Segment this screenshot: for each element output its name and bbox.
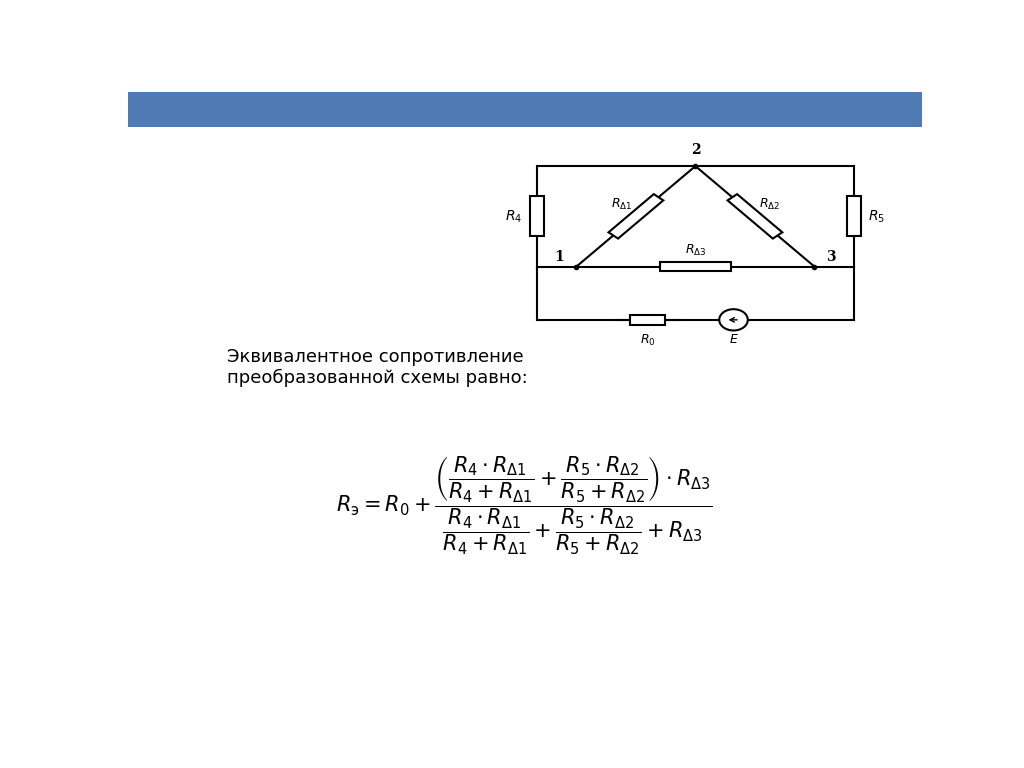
Polygon shape [659, 262, 731, 271]
Circle shape [719, 310, 748, 330]
Text: 2: 2 [690, 143, 700, 157]
Text: $R_{\Delta 1}$: $R_{\Delta 1}$ [610, 197, 632, 212]
Text: $R_{\mathsf{э}} = R_0 + \dfrac{\left(\dfrac{R_4 \cdot R_{\Delta1}}{R_4 + R_{\Del: $R_{\mathsf{э}} = R_0 + \dfrac{\left(\df… [337, 455, 713, 558]
Text: $R_0$: $R_0$ [640, 333, 655, 348]
Text: $R_{\Delta 3}$: $R_{\Delta 3}$ [685, 243, 707, 258]
Bar [128, 92, 922, 127]
Polygon shape [631, 315, 666, 325]
Text: $R_{\Delta 2}$: $R_{\Delta 2}$ [759, 197, 780, 212]
Polygon shape [608, 194, 664, 239]
Text: Эквивалентное сопротивление
преобразованной схемы равно:: Эквивалентное сопротивление преобразован… [227, 348, 528, 387]
Text: $E$: $E$ [729, 333, 738, 346]
Bar [847, 197, 861, 237]
Text: 3: 3 [826, 250, 836, 263]
Polygon shape [728, 194, 782, 239]
Bar [529, 197, 544, 237]
Text: $R_4$: $R_4$ [505, 208, 522, 224]
Text: 1: 1 [555, 250, 564, 263]
Text: $R_5$: $R_5$ [868, 208, 886, 224]
